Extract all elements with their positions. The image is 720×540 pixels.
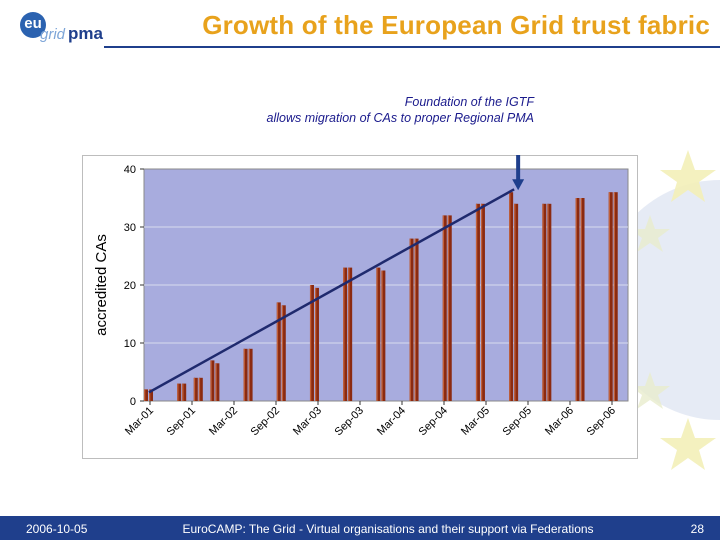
footer-text: EuroCAMP: The Grid - Virtual organisatio… [182,522,594,536]
bar [514,203,519,401]
bar [215,363,220,401]
page-number: 28 [690,522,704,536]
bar [276,302,281,401]
bar [547,203,552,401]
bar-highlight [243,348,245,401]
bar-highlight [144,389,146,401]
annotation-line-2: allows migration of CAs to proper Region… [266,111,534,125]
bar [144,389,148,401]
bar [608,192,613,401]
trend-line [148,188,515,394]
bar [210,360,215,401]
bar [248,348,253,401]
bar-highlight [447,215,450,401]
bar-highlight [149,389,151,401]
bar-highlight [547,203,549,401]
bar-highlight [281,305,284,401]
bar-highlight [309,285,312,401]
logo-grid-text: grid [40,26,66,43]
bar [580,198,585,401]
bar-highlight [215,363,217,401]
bar-highlight [198,377,201,401]
bar [198,377,203,401]
bar-highlight [480,203,483,401]
footer-bar [0,516,720,540]
y-tick-label: 40 [124,164,136,176]
bar [376,267,381,401]
logo-pma-text: pma [68,24,103,43]
bar [509,192,514,401]
bar-highlight [608,192,611,401]
title-divider [104,46,720,48]
y-tick-label: 10 [124,338,136,350]
background-star-icon [660,418,716,470]
bar [314,287,319,401]
bar [381,270,386,401]
bar [613,192,618,401]
bar [182,383,187,401]
y-axis-label: accredited CAs [93,234,110,336]
bar-highlight [210,360,212,401]
bar [309,285,314,401]
bar-highlight [182,383,184,401]
bar-highlight [177,383,179,401]
logo-eu-mark: eu [20,12,46,38]
bar [409,238,414,401]
bar-highlight [613,192,616,401]
bar [343,267,348,401]
y-tick-label: 20 [124,280,136,292]
egrid-pma-logo: eu grid pma [12,8,103,48]
bar [243,348,248,401]
bar [281,305,286,401]
bar-highlight [542,203,544,401]
background-star-icon [660,150,716,202]
bar-highlight [348,267,350,401]
bar-highlight [381,270,383,401]
background-star-icon [630,215,670,252]
bar-highlight [580,198,582,401]
y-tick-label: 30 [124,222,136,234]
bar-highlight [442,215,445,401]
slide-title: Growth of the European Grid trust fabric [202,10,710,40]
bar [475,203,480,401]
footer-date: 2006-10-05 [26,522,88,536]
bar-highlight [475,203,478,401]
bar-highlight [514,203,516,401]
bar [348,267,353,401]
bar-highlight [414,238,416,401]
bar [414,238,419,401]
bar-highlight [314,287,317,401]
bar-highlight [376,267,378,401]
y-tick-label: 0 [130,396,136,408]
annotation-arrow-head [512,179,525,191]
bar [542,203,547,401]
bar [149,389,153,401]
bar-highlight [409,238,411,401]
chart-annotation: Foundation of the IGTF allows migration … [150,94,534,126]
bar-highlight [276,302,279,401]
bar [442,215,447,401]
bar-highlight [248,348,250,401]
bar [575,198,580,401]
bar [447,215,452,401]
bar-highlight [343,267,345,401]
background-star-icon [630,372,670,409]
bar-highlight [509,192,511,401]
bar [480,203,485,401]
bar-highlight [575,198,577,401]
bar [193,377,198,401]
annotation-line-1: Foundation of the IGTF [404,95,534,109]
bar-highlight [193,377,196,401]
bar [177,383,182,401]
